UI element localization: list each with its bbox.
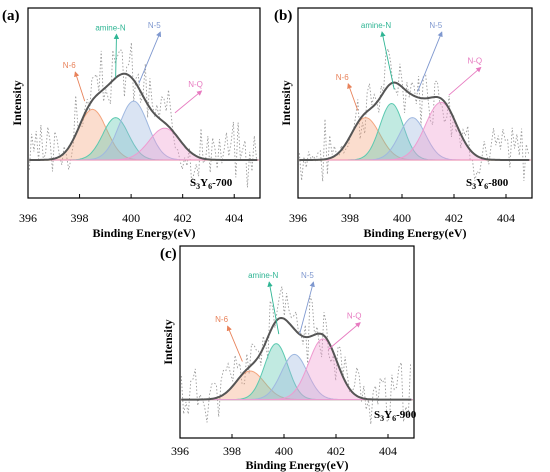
annotation-arrow (327, 322, 361, 350)
sample-label: S3Y6-800 (466, 177, 509, 191)
x-axis-title: Binding Energy(eV) (245, 458, 348, 472)
y-axis-title: Intensity (279, 80, 293, 125)
chart-panel-1: N-6 amine-N N-5 N-Q 396 398 400 402 404 Binding E… (2, 7, 261, 240)
y-axis-title: Intensity (161, 319, 175, 364)
x-tick-label: 400 (122, 211, 140, 225)
annotation-arrow (174, 90, 203, 114)
x-tick-label: 404 (225, 211, 243, 225)
x-axis-title: Binding Energy(eV) (363, 226, 466, 240)
annotation-label-amine-n: amine-N (95, 23, 125, 32)
annotation-label-n-6: N-6 (63, 61, 76, 70)
envelope-line (299, 81, 530, 161)
annotation-arrow (113, 33, 120, 78)
x-tick-label: 400 (393, 211, 411, 225)
annotation-arrow (299, 281, 315, 335)
chart-panel-2: N-6 amine-N N-5 N-Q 396 398 400 402 404 Binding E… (274, 7, 533, 240)
x-tick-label: 404 (379, 444, 397, 458)
raw-data-line (180, 286, 412, 425)
sample-label: S3Y6-900 (374, 409, 417, 423)
annotation-arrow (74, 71, 86, 102)
annotation-arrow (417, 31, 443, 92)
x-tick-label: 402 (445, 211, 463, 225)
x-tick-label: 400 (275, 444, 293, 458)
annotation-label-n-q: N-Q (467, 56, 482, 65)
plot-frame (27, 7, 261, 199)
chart-panel-3: N-6 amine-N N-5 N-Q 396 398 400 402 404 Binding E… (160, 245, 417, 472)
annotation-label-amine-n: amine-N (361, 21, 391, 30)
y-axis-title: Intensity (10, 80, 24, 125)
annotation-label-n-5: N-5 (148, 21, 161, 30)
annotation-arrow (448, 66, 482, 96)
panel-label: (a) (2, 8, 20, 24)
annotation-label-n-q: N-Q (347, 312, 362, 321)
annotation-arrow (138, 31, 162, 84)
annotation-arrow (380, 31, 395, 90)
envelope-line (181, 316, 412, 401)
envelope-line (29, 72, 258, 161)
x-tick-label: 398 (341, 211, 359, 225)
plot-frame (179, 245, 415, 439)
panel-label: (c) (160, 246, 177, 262)
annotation-arrow (226, 325, 243, 362)
x-tick-label: 398 (71, 211, 89, 225)
x-tick-label: 402 (327, 444, 345, 458)
x-tick-label: 396 (171, 444, 189, 458)
x-tick-label: 404 (497, 211, 515, 225)
annotation-label-amine-n: amine-N (248, 271, 278, 280)
raw-data-line (298, 47, 530, 182)
sample-label: S3Y6-700 (190, 177, 233, 191)
annotation-arrow (267, 281, 280, 335)
annotation-label-n-5: N-5 (429, 21, 442, 30)
annotation-label-n-6: N-6 (215, 315, 228, 324)
x-tick-label: 396 (19, 211, 37, 225)
plot-frame (297, 7, 533, 199)
x-tick-label: 396 (289, 211, 307, 225)
annotation-label-n-q: N-Q (188, 80, 203, 89)
x-tick-label: 402 (174, 211, 192, 225)
annotation-label-n-5: N-5 (301, 271, 314, 280)
x-tick-label: 398 (223, 444, 241, 458)
annotation-arrow (347, 83, 359, 111)
panel-label: (b) (274, 8, 292, 24)
raw-data-line (28, 42, 258, 188)
annotation-label-n-6: N-6 (336, 73, 349, 82)
x-axis-title: Binding Energy(eV) (92, 226, 195, 240)
